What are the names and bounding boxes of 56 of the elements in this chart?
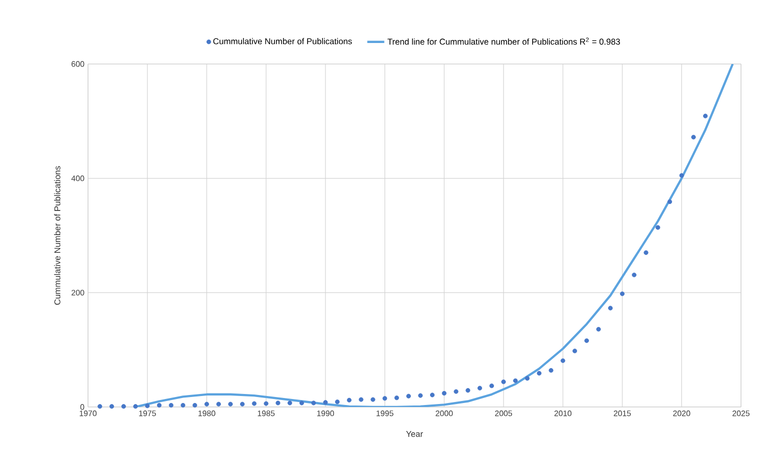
point	[548, 368, 554, 373]
point	[572, 348, 578, 354]
point	[288, 400, 292, 406]
point	[323, 400, 328, 405]
legend-label: Trend line for Cummulative number of Publications R$^{2}$ = 0.983	[388, 38, 620, 45]
point	[299, 400, 304, 406]
point	[667, 199, 672, 204]
point	[382, 396, 388, 401]
point	[430, 392, 435, 398]
x-axis-title: Year	[406, 430, 423, 437]
point	[252, 401, 257, 406]
point	[656, 225, 660, 230]
point	[418, 393, 423, 398]
point	[109, 404, 114, 409]
point	[489, 384, 494, 388]
point	[691, 134, 696, 140]
point	[145, 404, 150, 408]
point	[240, 402, 245, 406]
point	[311, 400, 316, 406]
point	[632, 272, 636, 278]
point	[228, 402, 233, 406]
point	[358, 397, 364, 402]
point	[370, 397, 376, 402]
point	[454, 389, 458, 394]
point	[442, 390, 446, 396]
point	[192, 402, 198, 408]
point	[584, 338, 589, 343]
point	[560, 358, 566, 363]
point	[524, 376, 530, 381]
point	[478, 386, 482, 390]
point	[121, 404, 126, 409]
legend-label: Cummulative Number of Publications	[213, 38, 352, 44]
point	[156, 402, 162, 408]
point	[703, 114, 708, 118]
point	[98, 404, 102, 409]
point	[133, 404, 138, 409]
point	[644, 250, 648, 255]
point	[513, 378, 518, 383]
y-axis-title: Cummulative Number of Publications	[54, 166, 60, 305]
point	[596, 326, 601, 332]
point	[536, 370, 542, 376]
point	[180, 402, 186, 408]
point	[394, 396, 399, 400]
point	[501, 380, 506, 384]
point	[406, 394, 411, 398]
point	[620, 291, 625, 296]
point	[168, 402, 174, 408]
point	[264, 401, 268, 406]
point	[204, 402, 210, 406]
point	[276, 400, 280, 406]
point	[216, 402, 221, 406]
point	[466, 388, 470, 393]
point	[608, 306, 613, 310]
point	[346, 398, 352, 402]
point	[679, 173, 684, 178]
point	[335, 400, 340, 404]
